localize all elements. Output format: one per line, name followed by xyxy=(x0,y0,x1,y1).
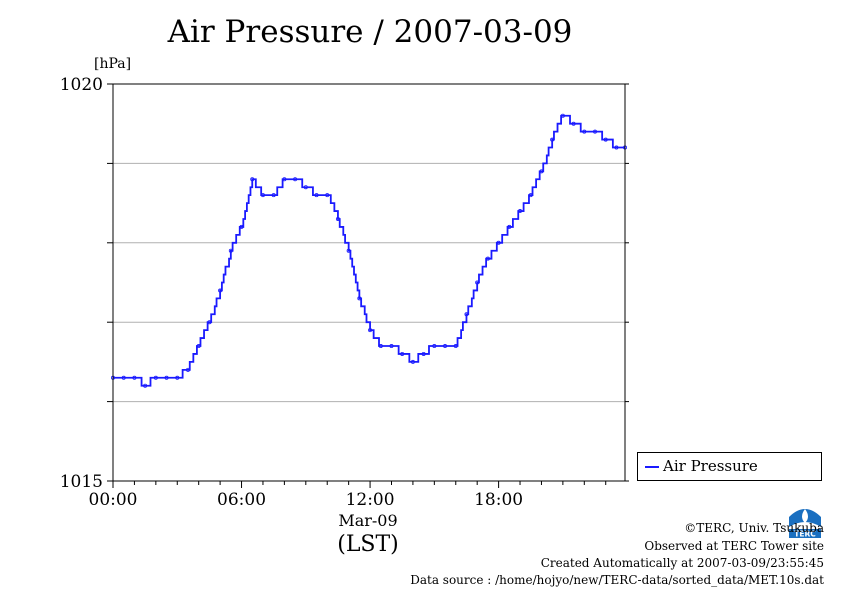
data-point xyxy=(410,359,415,364)
plot-frame xyxy=(112,83,626,482)
data-point xyxy=(614,145,619,150)
data-point xyxy=(207,320,212,325)
data-point xyxy=(218,288,223,293)
data-point xyxy=(239,224,244,229)
credit-copyright: ©TERC, Univ. Tsukuba xyxy=(684,521,824,535)
data-point xyxy=(185,367,190,372)
chart-title: Air Pressure / 2007-03-09 xyxy=(167,14,573,50)
data-point xyxy=(432,344,437,349)
data-point xyxy=(400,351,405,356)
data-point xyxy=(143,383,148,388)
credit-observed: Observed at TERC Tower site xyxy=(644,539,824,553)
data-point xyxy=(421,351,426,356)
data-point xyxy=(453,344,458,349)
data-point xyxy=(164,375,169,380)
data-point xyxy=(335,216,340,221)
data-point xyxy=(582,129,587,134)
x-tick-label: 00:00 xyxy=(89,490,138,510)
data-point xyxy=(132,375,137,380)
axis-ticks xyxy=(107,83,629,488)
data-point xyxy=(271,193,276,198)
series-layer xyxy=(111,113,628,388)
data-point xyxy=(228,248,233,253)
data-point xyxy=(560,113,565,118)
legend-label: Air Pressure xyxy=(663,457,758,475)
x-axis-date-label: Mar-09 xyxy=(338,511,398,530)
y-tick-label: 1020 xyxy=(60,75,103,95)
data-point xyxy=(571,121,576,126)
data-point xyxy=(282,177,287,182)
data-point xyxy=(389,344,394,349)
data-point xyxy=(507,224,512,229)
data-point xyxy=(293,177,298,182)
data-point xyxy=(443,344,448,349)
data-point xyxy=(368,328,373,333)
y-axis-unit: [hPa] xyxy=(94,56,132,72)
data-point xyxy=(518,209,523,214)
data-point xyxy=(260,193,265,198)
data-point xyxy=(485,256,490,261)
data-point xyxy=(475,280,480,285)
data-point xyxy=(314,193,319,198)
data-point xyxy=(464,312,469,317)
data-point xyxy=(357,296,362,301)
logo-text: TERC xyxy=(794,530,816,539)
data-point xyxy=(550,137,555,142)
y-tick-label: 1015 xyxy=(60,472,103,492)
x-tick-label: 06:00 xyxy=(217,490,266,510)
x-tick-label: 18:00 xyxy=(474,490,523,510)
credit-source: Data source : /home/hojyo/new/TERC-data/… xyxy=(410,573,824,587)
data-point xyxy=(196,344,201,349)
data-point xyxy=(603,137,608,142)
series-line xyxy=(113,114,625,387)
terc-logo-icon: TERC xyxy=(787,503,823,539)
credit-created: Created Automatically at 2007-03-09/23:5… xyxy=(540,556,824,570)
data-point xyxy=(528,193,533,198)
data-point xyxy=(303,185,308,190)
data-point xyxy=(325,193,330,198)
legend-line-swatch xyxy=(645,466,659,468)
data-point xyxy=(593,129,598,134)
tick-labels: 1015 1020 00:00 06:00 12:00 18:00 xyxy=(60,75,523,510)
data-point xyxy=(378,344,383,349)
data-point xyxy=(346,248,351,253)
x-tick-label: 12:00 xyxy=(346,490,395,510)
data-point xyxy=(250,177,255,182)
x-axis-timezone-label: (LST) xyxy=(337,532,399,557)
data-point xyxy=(175,375,180,380)
legend: Air Pressure xyxy=(637,452,822,481)
data-point xyxy=(539,169,544,174)
data-point xyxy=(121,375,126,380)
data-point xyxy=(153,375,158,380)
data-point xyxy=(496,240,501,245)
